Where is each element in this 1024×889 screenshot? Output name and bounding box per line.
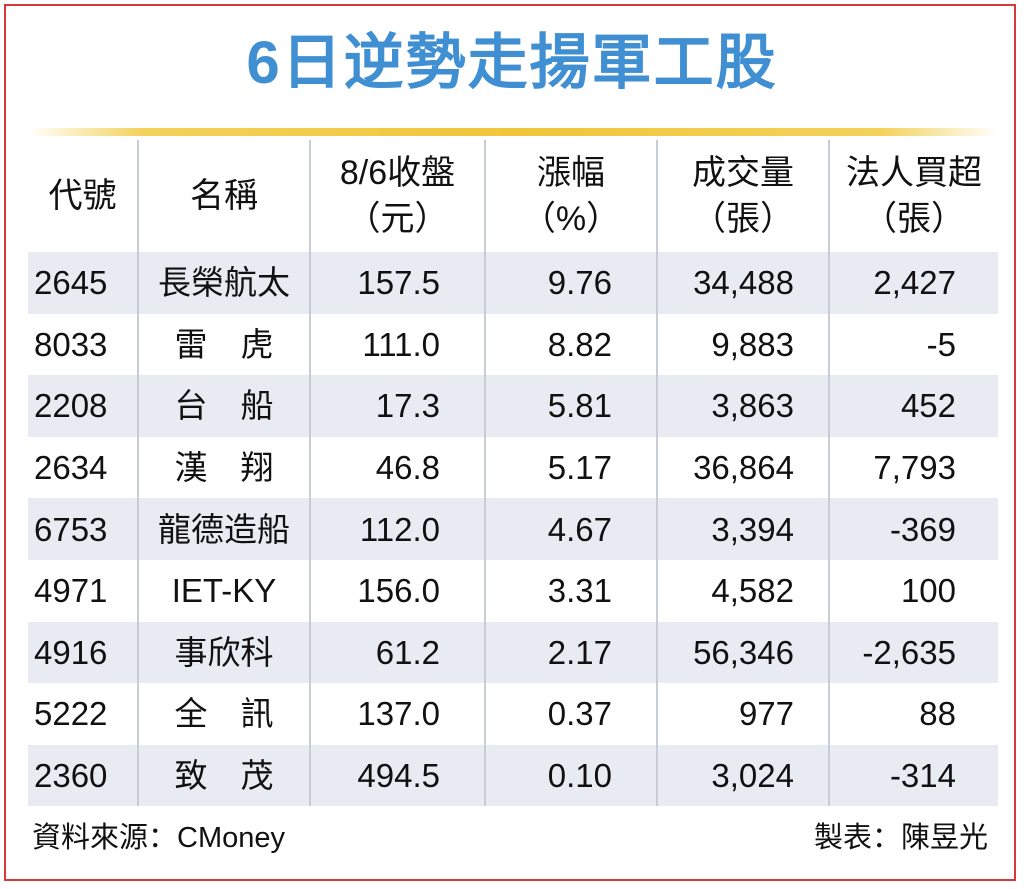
cell-net-buy: -314 bbox=[828, 744, 998, 807]
outer-frame bbox=[4, 4, 1016, 881]
cell-change: 3.31 bbox=[484, 559, 657, 622]
cell-name: 全 訊 bbox=[137, 683, 310, 745]
table-row: 2208 台 船 17.3 5.81 3,863 452 bbox=[28, 375, 998, 437]
cell-change: 0.10 bbox=[484, 744, 657, 807]
cell-close: 494.5 bbox=[309, 744, 485, 807]
cell-volume: 3,024 bbox=[656, 744, 829, 807]
cell-name: 雷 虎 bbox=[137, 313, 310, 376]
cell-code: 2360 bbox=[28, 744, 138, 807]
cell-code: 4916 bbox=[28, 621, 138, 684]
cell-code: 5222 bbox=[28, 683, 138, 745]
page-title: 6日逆勢走揚軍工股 bbox=[246, 29, 778, 96]
cell-name: 台 船 bbox=[137, 375, 310, 437]
cell-close: 111.0 bbox=[309, 313, 485, 376]
cell-net-buy: -369 bbox=[828, 498, 998, 560]
cell-net-buy: 2,427 bbox=[828, 252, 998, 314]
cell-volume: 3,863 bbox=[656, 375, 829, 437]
cell-close: 46.8 bbox=[309, 436, 485, 499]
cell-volume: 34,488 bbox=[656, 252, 829, 314]
cell-change: 0.37 bbox=[484, 683, 657, 745]
source-note: 資料來源：CMoney bbox=[32, 822, 285, 854]
table-row: 2645 長榮航太 157.5 9.76 34,488 2,427 bbox=[28, 252, 998, 314]
table-row: 5222 全 訊 137.0 0.37 977 88 bbox=[28, 683, 998, 745]
cell-volume: 36,864 bbox=[656, 436, 829, 499]
cell-net-buy: 88 bbox=[828, 683, 998, 745]
cell-change: 9.76 bbox=[484, 252, 657, 314]
cell-name: 龍德造船 bbox=[137, 498, 310, 560]
cell-close: 137.0 bbox=[309, 683, 485, 745]
cell-change: 2.17 bbox=[484, 621, 657, 684]
cell-code: 2634 bbox=[28, 436, 138, 499]
cell-volume: 3,394 bbox=[656, 498, 829, 560]
cell-close: 61.2 bbox=[309, 621, 485, 684]
cell-volume: 4,582 bbox=[656, 559, 829, 622]
table-row: 2634 漢 翔 46.8 5.17 36,864 7,793 bbox=[28, 436, 998, 499]
header-volume: 成交量 （張） bbox=[656, 140, 829, 252]
cell-code: 2208 bbox=[28, 375, 138, 437]
header-row: 代號 名稱 8/6收盤 （元） 漲幅 （%） 成交量 （張） 法人買超 （張） bbox=[28, 140, 998, 252]
header-close: 8/6收盤 （元） bbox=[309, 140, 485, 252]
cell-change: 5.17 bbox=[484, 436, 657, 499]
cell-close: 157.5 bbox=[309, 252, 485, 314]
cell-change: 4.67 bbox=[484, 498, 657, 560]
credit-note: 製表：陳昱光 bbox=[813, 822, 988, 854]
cell-net-buy: 7,793 bbox=[828, 436, 998, 499]
cell-code: 8033 bbox=[28, 313, 138, 376]
cell-net-buy: 100 bbox=[828, 559, 998, 622]
table-row: 4971 IET-KY 156.0 3.31 4,582 100 bbox=[28, 559, 998, 622]
cell-change: 8.82 bbox=[484, 313, 657, 376]
header-net-buy: 法人買超 （張） bbox=[828, 140, 998, 252]
cell-net-buy: -2,635 bbox=[828, 621, 998, 684]
cell-net-buy: 452 bbox=[828, 375, 998, 437]
table-row: 4916 事欣科 61.2 2.17 56,346 -2,635 bbox=[28, 621, 998, 684]
cell-name: 事欣科 bbox=[137, 621, 310, 684]
cell-volume: 56,346 bbox=[656, 621, 829, 684]
cell-code: 4971 bbox=[28, 559, 138, 622]
cell-name: 漢 翔 bbox=[137, 436, 310, 499]
stock-table: 代號 名稱 8/6收盤 （元） 漲幅 （%） 成交量 （張） 法人買超 （張） bbox=[28, 140, 998, 807]
cell-close: 112.0 bbox=[309, 498, 485, 560]
cell-change: 5.81 bbox=[484, 375, 657, 437]
table-row: 2360 致 茂 494.5 0.10 3,024 -314 bbox=[28, 744, 998, 807]
cell-name: IET-KY bbox=[137, 559, 310, 622]
cell-volume: 977 bbox=[656, 683, 829, 745]
table-row: 6753 龍德造船 112.0 4.67 3,394 -369 bbox=[28, 498, 998, 560]
cell-name: 致 茂 bbox=[137, 744, 310, 807]
header-change: 漲幅 （%） bbox=[484, 140, 657, 252]
cell-code: 2645 bbox=[28, 252, 138, 314]
cell-close: 156.0 bbox=[309, 559, 485, 622]
cell-code: 6753 bbox=[28, 498, 138, 560]
title-divider bbox=[28, 128, 998, 136]
cell-net-buy: -5 bbox=[828, 313, 998, 376]
header-name: 名稱 bbox=[137, 140, 310, 252]
header-code: 代號 bbox=[48, 177, 117, 215]
cell-volume: 9,883 bbox=[656, 313, 829, 376]
table-row: 8033 雷 虎 111.0 8.82 9,883 -5 bbox=[28, 313, 998, 376]
cell-name: 長榮航太 bbox=[137, 252, 310, 314]
cell-close: 17.3 bbox=[309, 375, 485, 437]
